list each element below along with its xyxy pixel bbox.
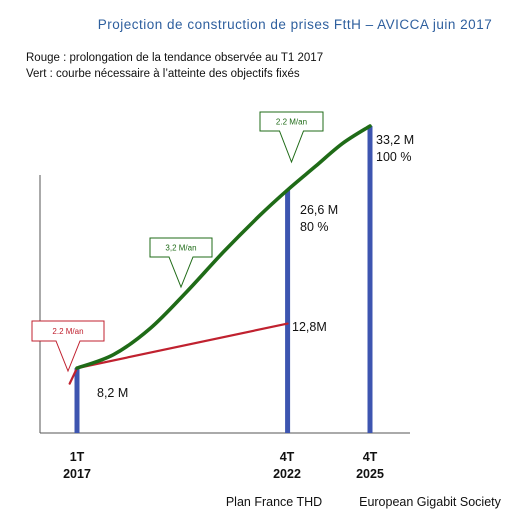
green-target-curve xyxy=(75,124,372,370)
callout-red-rate-shape xyxy=(31,320,105,373)
bar-label-2022: 26,6 M xyxy=(300,203,338,217)
tick-bottom-2017: 2017 xyxy=(63,467,91,481)
callout-green-mid-rate-shape xyxy=(149,237,213,289)
legend-red: Rouge : prolongation de la tendance obse… xyxy=(26,52,323,64)
callout-green-top-rate-text: 2.2 M/an xyxy=(276,118,307,127)
bar-2022 xyxy=(285,189,291,433)
bar-2017 xyxy=(74,368,80,433)
tick-top-2017: 1T xyxy=(70,450,85,464)
callout-green-mid-rate: 3,2 M/an xyxy=(149,237,213,289)
bar-percent-2025: 100 % xyxy=(376,150,411,164)
callout-green-top-rate-shape xyxy=(259,111,324,164)
bar-percent-2022: 80 % xyxy=(300,220,329,234)
footer-right: European Gigabit Society xyxy=(359,495,502,509)
tick-bottom-2025: 2025 xyxy=(356,467,384,481)
chart-title: Projection de construction de prises Ftt… xyxy=(98,17,492,32)
tick-bottom-2022: 2022 xyxy=(273,467,301,481)
bar-label-2017: 8,2 M xyxy=(97,386,128,400)
red-end-label: 12,8M xyxy=(292,320,327,334)
tick-top-2022: 4T xyxy=(280,450,295,464)
tick-top-2025: 4T xyxy=(363,450,378,464)
callout-green-mid-rate-text: 3,2 M/an xyxy=(165,244,196,253)
legend-green: Vert : courbe nécessaire à l’atteinte de… xyxy=(26,68,300,80)
bar-label-2025: 33,2 M xyxy=(376,133,414,147)
callout-red-rate: 2.2 M/an xyxy=(31,320,105,373)
callout-green-top-rate: 2.2 M/an xyxy=(259,111,324,164)
footer-left: Plan France THD xyxy=(226,495,322,509)
callout-red-rate-text: 2.2 M/an xyxy=(52,327,83,336)
bar-2025 xyxy=(367,126,373,433)
